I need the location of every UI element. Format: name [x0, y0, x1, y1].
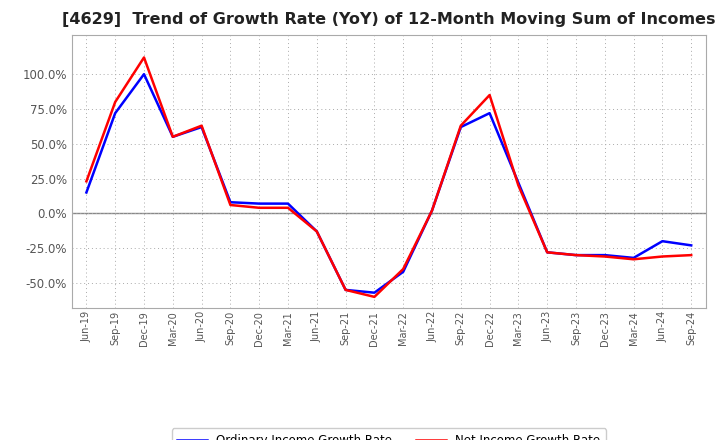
Ordinary Income Growth Rate: [255, 201, 264, 206]
Ordinary Income Growth Rate: [226, 200, 235, 205]
Ordinary Income Growth Rate: [399, 269, 408, 275]
Net Income Growth Rate: [658, 254, 667, 259]
Ordinary Income Growth Rate: [600, 253, 609, 258]
Ordinary Income Growth Rate: [543, 249, 552, 255]
Line: Ordinary Income Growth Rate: Ordinary Income Growth Rate: [86, 74, 691, 293]
Ordinary Income Growth Rate: [168, 134, 177, 139]
Net Income Growth Rate: [168, 134, 177, 139]
Net Income Growth Rate: [687, 253, 696, 258]
Ordinary Income Growth Rate: [428, 208, 436, 213]
Net Income Growth Rate: [341, 287, 350, 293]
Ordinary Income Growth Rate: [140, 72, 148, 77]
Net Income Growth Rate: [284, 205, 292, 210]
Net Income Growth Rate: [485, 92, 494, 98]
Net Income Growth Rate: [543, 249, 552, 255]
Net Income Growth Rate: [399, 266, 408, 271]
Ordinary Income Growth Rate: [284, 201, 292, 206]
Ordinary Income Growth Rate: [456, 125, 465, 130]
Net Income Growth Rate: [82, 179, 91, 184]
Net Income Growth Rate: [600, 254, 609, 259]
Net Income Growth Rate: [456, 123, 465, 128]
Ordinary Income Growth Rate: [82, 190, 91, 195]
Net Income Growth Rate: [572, 253, 580, 258]
Ordinary Income Growth Rate: [341, 287, 350, 293]
Ordinary Income Growth Rate: [312, 229, 321, 234]
Net Income Growth Rate: [226, 202, 235, 208]
Ordinary Income Growth Rate: [514, 180, 523, 185]
Net Income Growth Rate: [370, 294, 379, 300]
Ordinary Income Growth Rate: [658, 238, 667, 244]
Ordinary Income Growth Rate: [111, 110, 120, 116]
Ordinary Income Growth Rate: [485, 110, 494, 116]
Net Income Growth Rate: [255, 205, 264, 210]
Net Income Growth Rate: [312, 229, 321, 234]
Net Income Growth Rate: [514, 183, 523, 188]
Net Income Growth Rate: [428, 208, 436, 213]
Net Income Growth Rate: [197, 123, 206, 128]
Ordinary Income Growth Rate: [197, 125, 206, 130]
Net Income Growth Rate: [629, 257, 638, 262]
Legend: Ordinary Income Growth Rate, Net Income Growth Rate: Ordinary Income Growth Rate, Net Income …: [171, 429, 606, 440]
Ordinary Income Growth Rate: [687, 243, 696, 248]
Ordinary Income Growth Rate: [572, 253, 580, 258]
Line: Net Income Growth Rate: Net Income Growth Rate: [86, 58, 691, 297]
Net Income Growth Rate: [111, 99, 120, 105]
Ordinary Income Growth Rate: [629, 255, 638, 260]
Net Income Growth Rate: [140, 55, 148, 60]
Ordinary Income Growth Rate: [370, 290, 379, 295]
Title: [4629]  Trend of Growth Rate (YoY) of 12-Month Moving Sum of Incomes: [4629] Trend of Growth Rate (YoY) of 12-…: [62, 12, 716, 27]
